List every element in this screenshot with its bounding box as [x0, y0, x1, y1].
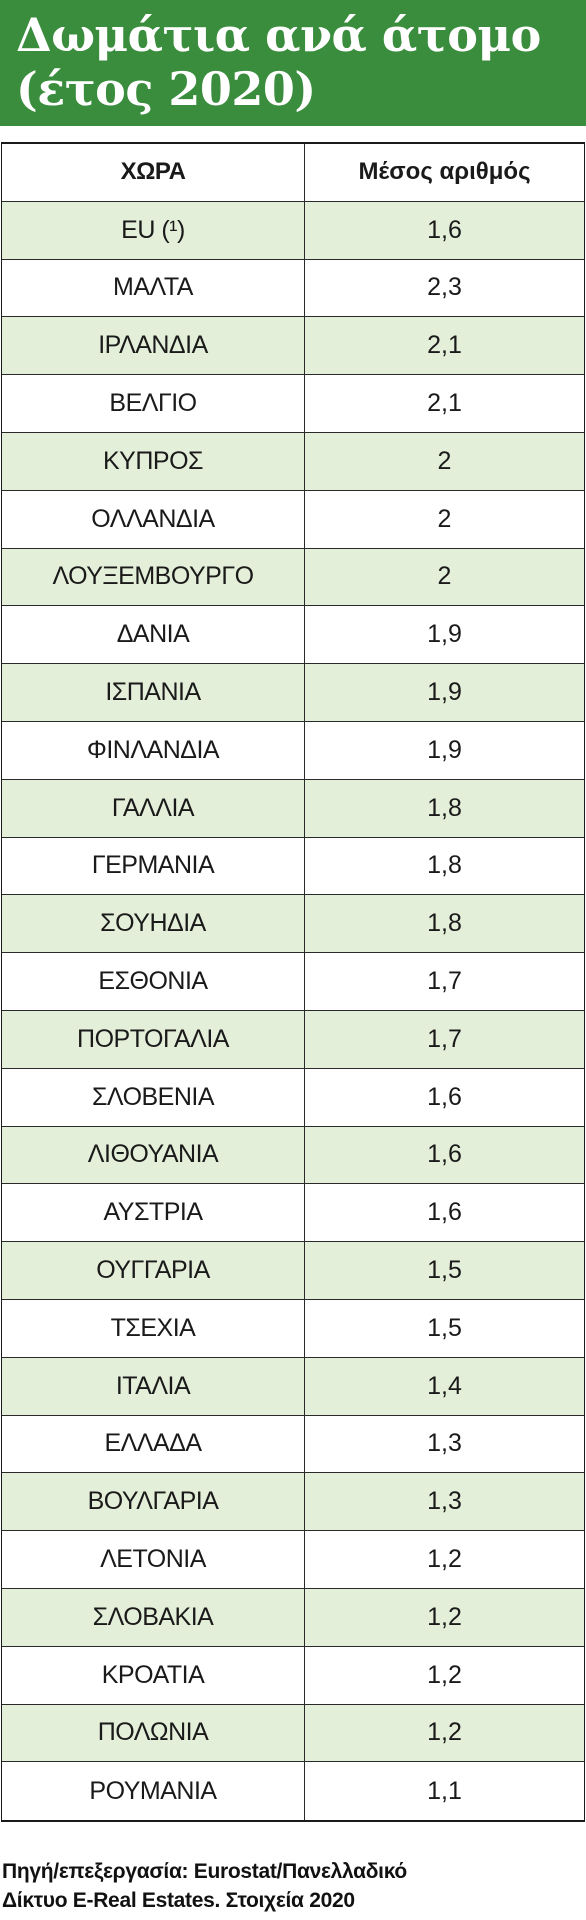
- source-line-2: Δίκτυο E-Real Estates. Στοιχεία 2020: [2, 1889, 355, 1912]
- table-row: ΚΡΟΑΤΙΑ 1,2: [2, 1646, 584, 1705]
- value-cell: 1,5: [427, 1313, 462, 1342]
- value-cell: 1,8: [427, 851, 462, 880]
- value-cell: 1,2: [427, 1602, 462, 1631]
- value-cell: 1,9: [427, 735, 462, 764]
- table-row: ΛΕΤΟΝΙΑ 1,2: [2, 1531, 584, 1589]
- chart-subtitle: (έτος 2020): [16, 62, 316, 116]
- value-cell: 1,2: [427, 1545, 462, 1574]
- table-row: ΙΣΠΑΝΙΑ 1,9: [2, 664, 584, 722]
- column-header-value: Μέσος αριθμός: [358, 158, 531, 186]
- value-cell: 1,6: [427, 1140, 462, 1169]
- table-row: ΕΣΘΟΝΙΑ 1,7: [2, 953, 584, 1011]
- value-cell: 1,3: [427, 1487, 462, 1516]
- value-cell: 1,8: [427, 909, 462, 938]
- table-row: ΟΥΓΓΑΡΙΑ 1,5: [2, 1242, 584, 1300]
- country-cell: ΙΣΠΑΝΙΑ: [2, 664, 305, 721]
- table-row: ΦΙΝΛΑΝΔΙΑ 1,9: [2, 721, 584, 780]
- value-cell: 1,8: [427, 793, 462, 822]
- column-header-country: ΧΩΡΑ: [2, 144, 305, 201]
- country-cell: ΒΟΥΛΓΑΡΙΑ: [2, 1473, 305, 1531]
- country-cell: ΕΛΛΑΔΑ: [2, 1415, 305, 1473]
- table-row: ΡΟΥΜΑΝΙΑ 1,1: [2, 1762, 584, 1821]
- country-cell: ΣΛΟΒΕΝΙΑ: [2, 1068, 305, 1126]
- value-cell: 2,1: [427, 389, 462, 418]
- table-row: ΣΟΥΗΔΙΑ 1,8: [2, 895, 584, 954]
- country-cell: ΓΕΡΜΑΝΙΑ: [2, 837, 305, 895]
- table-row: ΓΕΡΜΑΝΙΑ 1,8: [2, 837, 584, 896]
- table-row: ΜΑΛΤΑ 2,3: [2, 259, 584, 318]
- country-cell: ΟΥΓΓΑΡΙΑ: [2, 1242, 305, 1299]
- country-cell: ΒΕΛΓΙΟ: [2, 375, 305, 432]
- table-row: ΚΥΠΡΟΣ 2: [2, 432, 584, 491]
- table-header-row: ΧΩΡΑ Μέσος αριθμός: [2, 144, 584, 202]
- table-row: ΠΟΛΩΝΙΑ 1,2: [2, 1704, 584, 1763]
- table-row: ΣΛΟΒΑΚΙΑ 1,2: [2, 1588, 584, 1647]
- value-cell: 2: [437, 446, 452, 475]
- table-row: ΙΡΛΑΝΔΙΑ 2,1: [2, 317, 584, 376]
- country-cell: ΔΑΝΙΑ: [2, 606, 305, 664]
- value-cell: 1,2: [427, 1660, 462, 1689]
- country-cell: ΙΡΛΑΝΔΙΑ: [2, 317, 305, 375]
- source-note: Πηγή/επεξεργασία: Eurostat/Πανελλαδικό Δ…: [2, 1857, 584, 1915]
- table-row: ΔΑΝΙΑ 1,9: [2, 606, 584, 665]
- country-cell: ΓΑΛΛΙΑ: [2, 779, 305, 837]
- country-cell: ΙΤΑΛΙΑ: [2, 1357, 305, 1415]
- table-row: ΑΥΣΤΡΙΑ 1,6: [2, 1184, 584, 1243]
- table-row: ΓΑΛΛΙΑ 1,8: [2, 779, 584, 838]
- country-cell: ΠΟΛΩΝΙΑ: [2, 1704, 305, 1762]
- value-cell: 1,6: [427, 215, 462, 244]
- country-cell: ΛΟΥΞΕΜΒΟΥΡΓΟ: [2, 548, 305, 606]
- table-row: ΒΕΛΓΙΟ 2,1: [2, 375, 584, 433]
- country-cell: ΚΡΟΑΤΙΑ: [2, 1646, 305, 1704]
- table-row: ΠΟΡΤΟΓΑΛΙΑ 1,7: [2, 1010, 584, 1069]
- value-cell: 2,3: [427, 273, 462, 302]
- value-cell: 1,7: [427, 967, 462, 996]
- value-cell: 2: [437, 562, 452, 591]
- source-line-1: Πηγή/επεξεργασία: Eurostat/Πανελλαδικό: [2, 1860, 407, 1883]
- value-cell: 1,9: [427, 620, 462, 649]
- data-table: ΧΩΡΑ Μέσος αριθμός EU (¹) 1,6 ΜΑΛΤΑ 2,3 ΙΡΛΑ…: [1, 142, 585, 1823]
- country-cell: ΛΕΤΟΝΙΑ: [2, 1531, 305, 1588]
- country-cell: ΣΛΟΒΑΚΙΑ: [2, 1588, 305, 1646]
- country-cell: ΡΟΥΜΑΝΙΑ: [2, 1762, 305, 1821]
- country-cell: ΜΑΛΤΑ: [2, 259, 305, 317]
- country-cell: ΠΟΡΤΟΓΑΛΙΑ: [2, 1010, 305, 1068]
- value-cell: 1,1: [427, 1776, 462, 1805]
- country-cell: ΦΙΝΛΑΝΔΙΑ: [2, 721, 305, 779]
- country-cell: EU (¹): [2, 201, 305, 259]
- value-cell: 1,3: [427, 1429, 462, 1458]
- value-cell: 2: [437, 504, 452, 533]
- table-row: ΤΣΕΧΙΑ 1,5: [2, 1299, 584, 1358]
- country-cell: ΑΥΣΤΡΙΑ: [2, 1184, 305, 1242]
- chart-title: Δωμάτια ανά άτομο: [16, 8, 541, 62]
- title-band: Δωμάτια ανά άτομο (έτος 2020): [0, 0, 586, 130]
- value-cell: 1,9: [427, 678, 462, 707]
- table-row: ΟΛΛΑΝΔΙΑ 2: [2, 490, 584, 549]
- value-cell: 1,6: [427, 1082, 462, 1111]
- table-row: ΛΙΘΟΥΑΝΙΑ 1,6: [2, 1126, 584, 1185]
- value-cell: 1,2: [427, 1718, 462, 1747]
- table-row: EU (¹) 1,6: [2, 201, 584, 260]
- country-cell: ΕΣΘΟΝΙΑ: [2, 953, 305, 1010]
- table-row: ΕΛΛΑΔΑ 1,3: [2, 1415, 584, 1474]
- value-cell: 1,4: [427, 1371, 462, 1400]
- value-cell: 2,1: [427, 331, 462, 360]
- table-row: ΒΟΥΛΓΑΡΙΑ 1,3: [2, 1473, 584, 1532]
- country-cell: ΛΙΘΟΥΑΝΙΑ: [2, 1126, 305, 1184]
- country-cell: ΣΟΥΗΔΙΑ: [2, 895, 305, 953]
- table-row: ΛΟΥΞΕΜΒΟΥΡΓΟ 2: [2, 548, 584, 607]
- value-cell: 1,7: [427, 1024, 462, 1053]
- table-row: ΣΛΟΒΕΝΙΑ 1,6: [2, 1068, 584, 1127]
- table-row: ΙΤΑΛΙΑ 1,4: [2, 1357, 584, 1416]
- value-cell: 1,5: [427, 1256, 462, 1285]
- country-cell: ΟΛΛΑΝΔΙΑ: [2, 490, 305, 548]
- country-cell: ΚΥΠΡΟΣ: [2, 432, 305, 490]
- value-cell: 1,6: [427, 1198, 462, 1227]
- country-cell: ΤΣΕΧΙΑ: [2, 1299, 305, 1357]
